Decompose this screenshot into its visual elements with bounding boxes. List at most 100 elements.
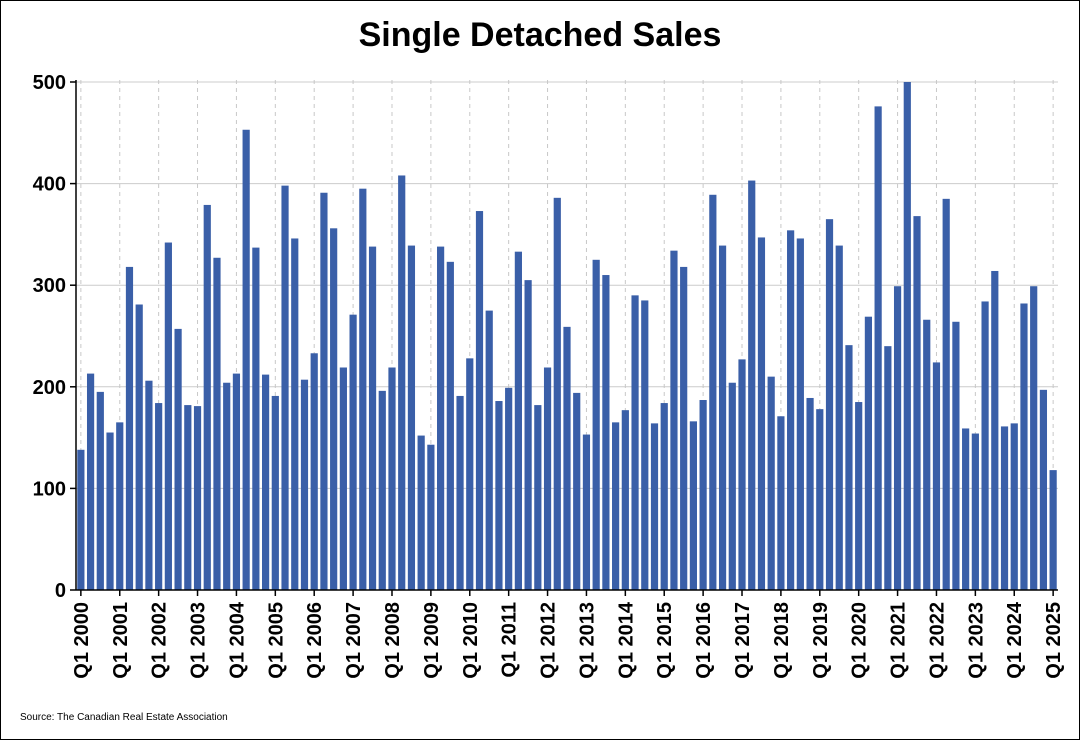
bar xyxy=(339,367,347,590)
bar xyxy=(417,435,425,590)
bar xyxy=(728,382,736,590)
bar xyxy=(845,345,853,590)
bar xyxy=(806,397,814,590)
bar xyxy=(962,428,970,590)
bar xyxy=(923,319,931,590)
bar xyxy=(193,406,202,590)
bar xyxy=(757,237,766,590)
bar xyxy=(573,392,581,590)
bar xyxy=(612,422,620,590)
x-tick-label: Q1 2025 xyxy=(1043,602,1065,679)
bar xyxy=(164,242,172,590)
bar xyxy=(709,194,717,590)
bar xyxy=(1030,286,1038,590)
x-tick-label: Q1 2000 xyxy=(71,602,93,679)
bar xyxy=(689,421,697,590)
x-tick-label: Q1 2017 xyxy=(732,602,754,679)
y-tick-label: 100 xyxy=(33,478,66,500)
bar xyxy=(835,245,843,591)
bar xyxy=(242,129,250,590)
axes xyxy=(75,80,1058,591)
bar xyxy=(932,362,941,590)
x-tick-label: Q1 2012 xyxy=(538,602,560,679)
x-tick-labels: Q1 2000 Q1 2001 Q1 2002 Q1 2003 Q1 2004 Q1 20… xyxy=(71,590,1065,679)
bar xyxy=(495,401,503,590)
bar xyxy=(816,409,824,590)
bar xyxy=(903,82,911,590)
x-tick-label: Q1 2018 xyxy=(771,602,793,679)
bar xyxy=(203,204,211,590)
bar xyxy=(368,246,377,591)
bar xyxy=(543,367,552,590)
bar xyxy=(991,270,999,590)
chart-title: Single Detached Sales xyxy=(358,16,722,54)
bar xyxy=(718,245,727,591)
bar xyxy=(135,304,143,590)
bar xyxy=(592,259,600,590)
source-note: Source: The Canadian Real Estate Associa… xyxy=(20,712,228,723)
bar xyxy=(514,251,522,590)
bar xyxy=(1000,426,1009,590)
bar xyxy=(281,185,289,590)
bar xyxy=(553,197,561,590)
bar xyxy=(884,346,892,590)
bar xyxy=(437,246,445,591)
bar xyxy=(213,257,221,590)
bar xyxy=(942,198,950,590)
y-tick-label: 500 xyxy=(33,72,66,94)
bar xyxy=(971,433,979,590)
x-tick-label: Q1 2006 xyxy=(304,602,326,679)
x-tick-label: Q1 2009 xyxy=(421,602,443,679)
bar xyxy=(602,275,610,590)
bar xyxy=(116,422,124,590)
bar xyxy=(378,390,386,590)
bar xyxy=(271,395,279,590)
bar xyxy=(291,238,299,591)
bar xyxy=(621,410,629,590)
bar xyxy=(738,359,746,590)
bar xyxy=(777,416,785,590)
bar xyxy=(913,216,921,590)
bar xyxy=(310,353,318,590)
bar xyxy=(77,449,85,590)
bar xyxy=(86,373,95,590)
x-tick-label: Q1 2024 xyxy=(1004,601,1026,679)
x-tick-label: Q1 2019 xyxy=(810,602,832,679)
bar xyxy=(534,405,542,590)
bar xyxy=(699,400,707,590)
bar xyxy=(650,423,659,590)
bar xyxy=(427,444,435,590)
bar xyxy=(300,379,309,590)
bar xyxy=(524,280,532,590)
bar xyxy=(388,367,396,590)
bar xyxy=(456,395,464,590)
y-tick-label: 300 xyxy=(33,275,66,297)
bar xyxy=(748,180,756,590)
x-tick-label: Q1 2014 xyxy=(615,601,637,679)
x-tick-label: Q1 2011 xyxy=(499,602,521,678)
x-tick-label: Q1 2005 xyxy=(265,602,287,679)
x-tick-label: Q1 2020 xyxy=(849,602,871,679)
bar xyxy=(787,230,795,590)
bar xyxy=(864,316,873,590)
bar xyxy=(825,219,834,590)
bar xyxy=(505,387,513,590)
bar xyxy=(1020,303,1028,590)
bar xyxy=(330,228,338,590)
bar xyxy=(174,328,182,590)
bar xyxy=(874,106,882,590)
x-tick-label: Q1 2010 xyxy=(460,602,482,679)
bar xyxy=(1039,389,1048,590)
x-tick-label: Q1 2023 xyxy=(965,602,987,679)
x-tick-label: Q1 2016 xyxy=(693,602,715,679)
bar xyxy=(631,295,639,590)
bar xyxy=(106,432,114,590)
x-tick-label: Q1 2021 xyxy=(888,602,910,679)
x-tick-label: Q1 2008 xyxy=(382,602,404,679)
bar xyxy=(96,391,104,590)
bars-group xyxy=(77,82,1057,591)
bar xyxy=(184,405,192,590)
bar xyxy=(981,301,989,590)
bar xyxy=(145,380,153,590)
